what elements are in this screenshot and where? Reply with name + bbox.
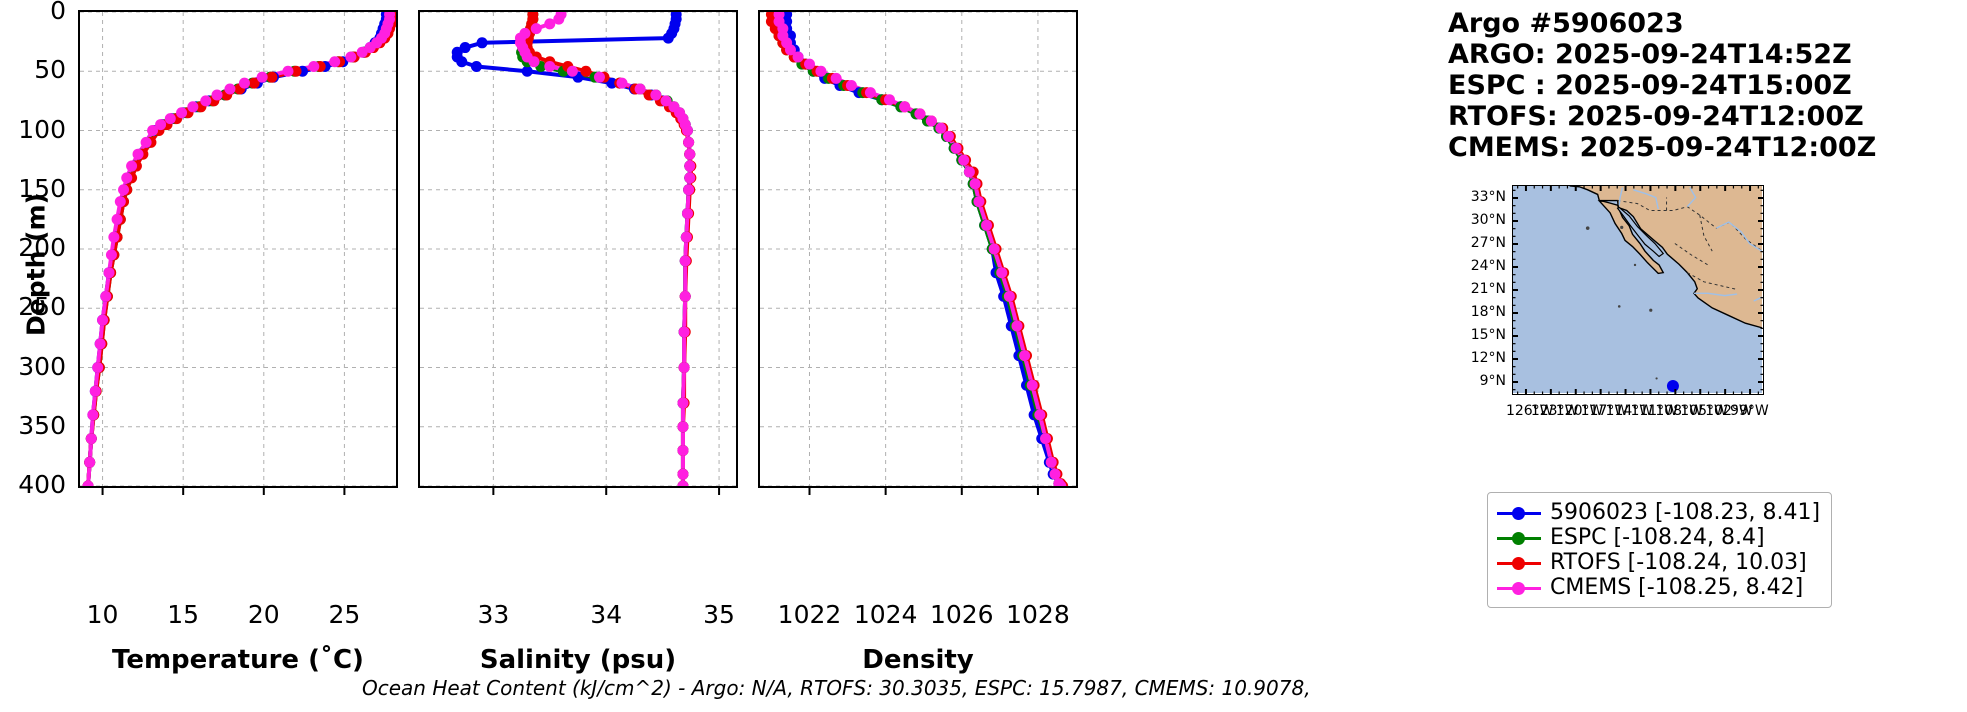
map-canvas <box>1513 186 1763 393</box>
y-tick-label: 0 <box>50 0 66 25</box>
temperature-panel <box>78 10 398 488</box>
map-lat-label: 27°N <box>1470 235 1506 251</box>
legend-swatch-argo <box>1497 506 1541 520</box>
legend-item-rtofs[interactable]: RTOFS [-108.24, 10.03] <box>1497 550 1820 575</box>
y-tick-label: 200 <box>18 233 66 262</box>
density-axis-label: Density <box>862 645 974 675</box>
map-lat-label: 12°N <box>1470 350 1506 366</box>
legend-item-espc[interactable]: ESPC [-108.24, 8.4] <box>1497 525 1820 550</box>
map-lon-label: 114°W <box>1605 403 1654 419</box>
temperature-axis-label: Temperature (˚C) <box>112 645 364 675</box>
salinity-panel <box>418 10 738 488</box>
map-lon-label: 105°W <box>1680 403 1728 419</box>
x-tick-label: 20 <box>247 600 280 629</box>
x-tick-label: 1024 <box>853 600 918 629</box>
location-map <box>1512 185 1764 395</box>
y-tick-label: 300 <box>18 351 66 381</box>
legend-label-espc: ESPC [-108.24, 8.4] <box>1550 525 1765 550</box>
y-tick-label: 100 <box>18 114 66 144</box>
map-lon-label: 108°W <box>1655 403 1703 419</box>
x-tick-label: 1028 <box>1006 600 1070 629</box>
x-tick-label: 33 <box>477 600 510 629</box>
x-tick-label: 35 <box>703 600 735 629</box>
map-lat-label: 9°N <box>1479 373 1506 389</box>
legend-item-cmems[interactable]: CMEMS [-108.25, 8.42] <box>1497 575 1820 600</box>
legend-label-cmems: CMEMS [-108.25, 8.42] <box>1550 575 1804 600</box>
metadata-textblock: Argo #5906023 ARGO: 2025-09-24T14:52Z ES… <box>1448 8 1876 163</box>
rtofs-time-line: RTOFS: 2025-09-24T12:00Z <box>1448 101 1864 132</box>
salinity-axis-label: Salinity (psu) <box>479 645 677 675</box>
argo-id-line: Argo #5906023 <box>1448 8 1684 39</box>
map-lon-label: 120°W <box>1555 403 1604 419</box>
map-lat-label: 21°N <box>1470 281 1506 297</box>
x-tick-label: 10 <box>86 600 119 629</box>
y-tick-label: 350 <box>18 410 66 440</box>
x-tick-label: 34 <box>590 600 623 629</box>
y-tick-label: 250 <box>18 292 66 322</box>
map-lon-label: 123°W <box>1530 403 1579 419</box>
density-panel <box>758 10 1078 488</box>
map-lat-label: 18°N <box>1470 304 1506 320</box>
density-plot <box>760 12 1076 486</box>
salinity-plot <box>420 12 736 486</box>
cmems-time-line: CMEMS: 2025-09-24T12:00Z <box>1448 132 1877 163</box>
legend-swatch-rtofs <box>1497 556 1541 570</box>
map-lat-label: 33°N <box>1470 189 1506 205</box>
y-tick-label: 50 <box>34 55 66 85</box>
map-frame <box>1512 185 1764 395</box>
legend-swatch-espc <box>1497 531 1541 545</box>
ocean-heat-content-caption: Ocean Heat Content (kJ/cm^2) - Argo: N/A… <box>362 676 1311 700</box>
map-lon-label: 117°W <box>1580 403 1629 419</box>
espc-time-line: ESPC : 2025-09-24T15:00Z <box>1448 70 1852 101</box>
series-legend: 5906023 [-108.23, 8.41] ESPC [-108.24, 8… <box>1487 492 1833 608</box>
legend-label-rtofs: RTOFS [-108.24, 10.03] <box>1550 550 1807 575</box>
map-lon-label: 126°W <box>1505 403 1554 419</box>
legend-swatch-cmems <box>1497 581 1541 595</box>
x-tick-label: 25 <box>328 600 361 629</box>
legend-item-argo[interactable]: 5906023 [-108.23, 8.41] <box>1497 500 1820 525</box>
legend-label-argo: 5906023 [-108.23, 8.41] <box>1550 500 1821 525</box>
y-tick-label: 400 <box>18 470 66 499</box>
map-lat-label: 30°N <box>1470 212 1506 228</box>
map-lon-label: 99°W <box>1730 403 1769 419</box>
argo-time-line: ARGO: 2025-09-24T14:52Z <box>1448 39 1852 70</box>
x-tick-label: 1026 <box>929 600 994 629</box>
map-lon-label: 102°W <box>1705 403 1753 419</box>
map-lat-label: 24°N <box>1470 258 1506 274</box>
y-tick-label: 150 <box>18 173 66 203</box>
x-tick-label: 1022 <box>777 600 842 629</box>
temperature-plot <box>80 12 396 486</box>
x-tick-label: 15 <box>167 600 200 629</box>
map-lon-label: 111°W <box>1630 403 1679 419</box>
map-lat-label: 15°N <box>1470 327 1506 343</box>
